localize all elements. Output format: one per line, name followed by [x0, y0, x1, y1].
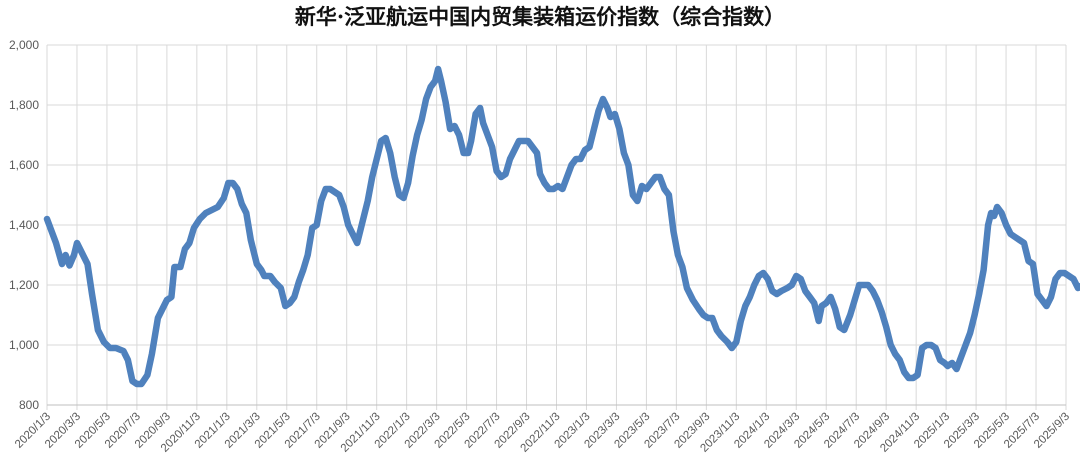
chart-title: 新华·泛亚航运中国内贸集装箱运价指数（综合指数） — [295, 4, 785, 29]
series-line-composite-index — [43, 65, 1080, 388]
x-axis-tick-labels: 2020/1/32020/3/32020/5/32020/7/32020/9/3… — [13, 411, 1072, 455]
y-axis-tick-labels: 800 1,000 1,200 1,400 1,600 1,800 2,000 — [9, 38, 39, 412]
y-tick-label: 800 — [19, 398, 39, 412]
y-tick-label: 1,800 — [9, 98, 39, 112]
y-tick-label: 1,400 — [9, 218, 39, 232]
y-tick-label: 2,000 — [9, 38, 39, 52]
y-tick-label: 1,600 — [9, 158, 39, 172]
y-tick-label: 1,200 — [9, 278, 39, 292]
y-tick-label: 1,000 — [9, 338, 39, 352]
x-gridlines — [46, 45, 1067, 410]
